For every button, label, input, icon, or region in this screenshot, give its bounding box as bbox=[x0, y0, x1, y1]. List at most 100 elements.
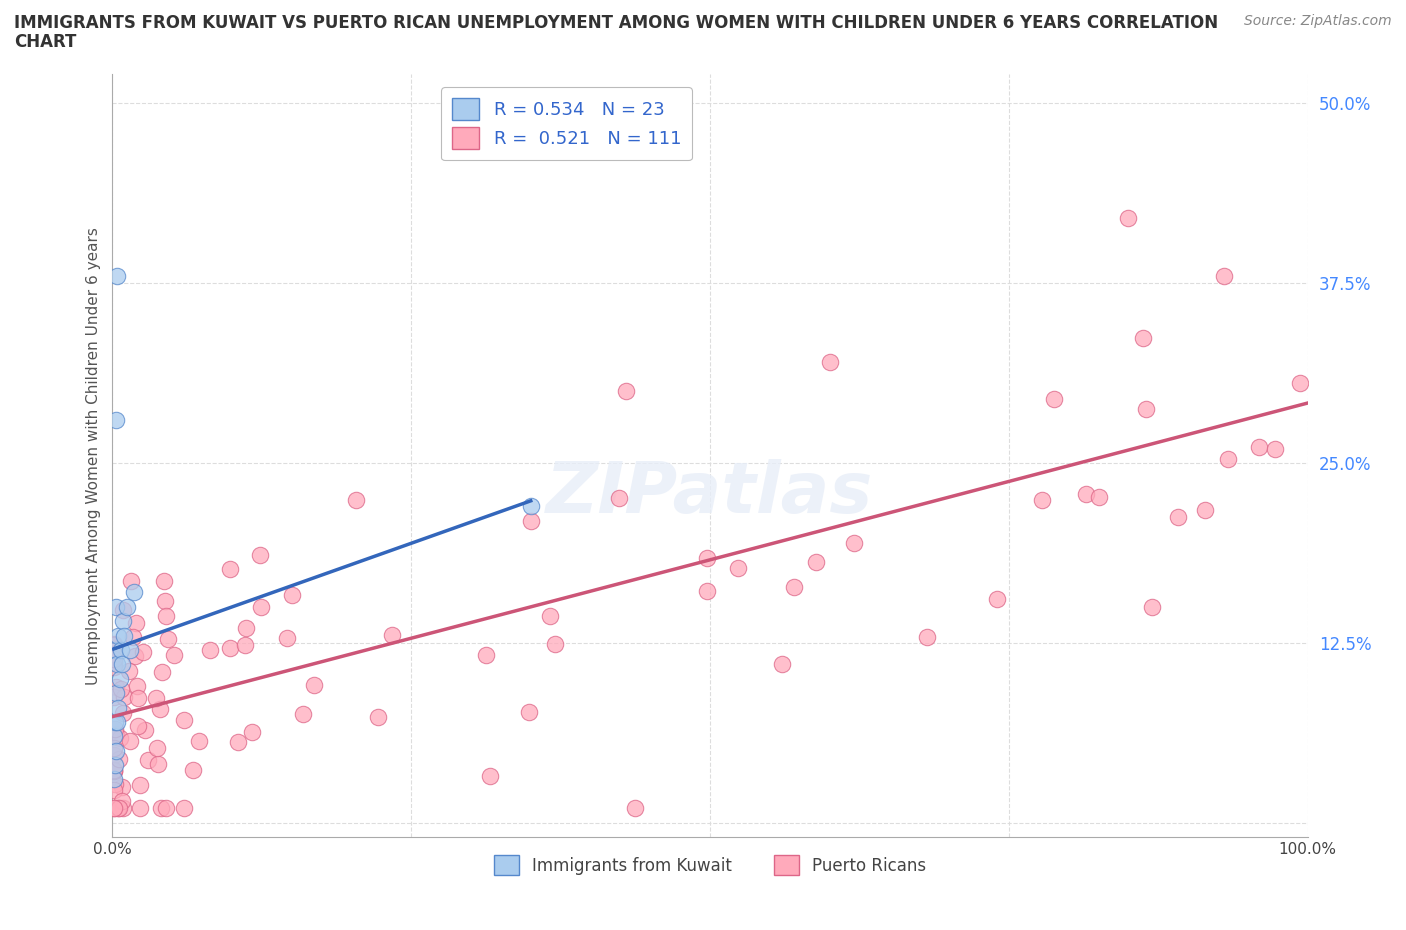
Point bbox=[110, 643, 132, 658]
Point bbox=[125, 616, 148, 631]
Point bbox=[1135, 401, 1157, 416]
Point bbox=[112, 602, 135, 617]
Point bbox=[1088, 490, 1111, 505]
Point bbox=[120, 734, 142, 749]
Point bbox=[111, 801, 134, 816]
Point bbox=[103, 637, 125, 652]
Legend: Immigrants from Kuwait, Puerto Ricans: Immigrants from Kuwait, Puerto Ricans bbox=[488, 848, 932, 882]
Point bbox=[381, 628, 404, 643]
Point bbox=[105, 685, 128, 700]
Point bbox=[111, 793, 134, 808]
Point bbox=[104, 758, 127, 773]
Point bbox=[136, 753, 159, 768]
Point bbox=[115, 599, 138, 614]
Point bbox=[124, 648, 146, 663]
Point bbox=[105, 412, 128, 427]
Point bbox=[475, 647, 498, 662]
Point bbox=[218, 641, 240, 656]
Point bbox=[228, 734, 250, 749]
Point bbox=[155, 609, 177, 624]
Point bbox=[1074, 487, 1097, 502]
Point bbox=[149, 702, 172, 717]
Point bbox=[104, 721, 127, 736]
Point bbox=[107, 628, 129, 643]
Point bbox=[1118, 211, 1140, 226]
Point bbox=[1142, 599, 1164, 614]
Point bbox=[173, 801, 195, 816]
Point bbox=[103, 748, 125, 763]
Point bbox=[114, 628, 135, 643]
Text: CHART: CHART bbox=[14, 33, 76, 50]
Point bbox=[153, 594, 176, 609]
Point bbox=[120, 573, 142, 588]
Point bbox=[103, 764, 125, 778]
Y-axis label: Unemployment Among Women with Children Under 6 years: Unemployment Among Women with Children U… bbox=[86, 227, 101, 684]
Point bbox=[153, 573, 176, 588]
Point bbox=[104, 643, 127, 658]
Point bbox=[103, 647, 125, 662]
Point bbox=[103, 689, 125, 704]
Point bbox=[112, 614, 135, 629]
Point bbox=[783, 579, 806, 594]
Point bbox=[1264, 441, 1286, 456]
Point bbox=[122, 585, 145, 600]
Point bbox=[121, 630, 143, 644]
Point bbox=[110, 682, 132, 697]
Point bbox=[104, 714, 127, 729]
Point bbox=[219, 562, 242, 577]
Point bbox=[198, 643, 221, 658]
Point bbox=[111, 657, 134, 671]
Point bbox=[128, 801, 150, 816]
Point bbox=[1194, 503, 1216, 518]
Point bbox=[163, 647, 186, 662]
Point bbox=[1043, 392, 1066, 406]
Point bbox=[146, 756, 169, 771]
Point bbox=[291, 707, 314, 722]
Point bbox=[616, 383, 638, 398]
Point bbox=[105, 714, 128, 729]
Point bbox=[103, 801, 125, 816]
Point bbox=[917, 630, 939, 644]
Point bbox=[129, 777, 152, 792]
Point bbox=[538, 608, 561, 623]
Point bbox=[127, 691, 149, 706]
Point bbox=[103, 637, 125, 652]
Point bbox=[103, 652, 125, 667]
Point bbox=[108, 731, 131, 746]
Point bbox=[240, 724, 263, 739]
Point bbox=[696, 584, 718, 599]
Point bbox=[281, 587, 304, 602]
Point bbox=[696, 551, 718, 565]
Point bbox=[770, 657, 793, 671]
Point bbox=[181, 763, 204, 777]
Point bbox=[146, 741, 169, 756]
Point bbox=[235, 620, 257, 635]
Point bbox=[103, 729, 125, 744]
Point bbox=[107, 801, 129, 816]
Point bbox=[104, 777, 127, 791]
Point bbox=[609, 490, 631, 505]
Point bbox=[105, 599, 128, 614]
Point bbox=[1288, 376, 1310, 391]
Point bbox=[105, 727, 128, 742]
Point bbox=[103, 801, 125, 816]
Point bbox=[1167, 510, 1189, 525]
Point bbox=[479, 769, 502, 784]
Point bbox=[111, 706, 134, 721]
Text: IMMIGRANTS FROM KUWAIT VS PUERTO RICAN UNEMPLOYMENT AMONG WOMEN WITH CHILDREN UN: IMMIGRANTS FROM KUWAIT VS PUERTO RICAN U… bbox=[14, 14, 1218, 32]
Point bbox=[233, 638, 256, 653]
Point bbox=[520, 498, 543, 513]
Point bbox=[103, 764, 125, 778]
Point bbox=[103, 782, 125, 797]
Point bbox=[173, 713, 195, 728]
Point bbox=[118, 663, 141, 678]
Point bbox=[149, 801, 172, 816]
Point bbox=[103, 655, 125, 670]
Point bbox=[1247, 440, 1270, 455]
Point bbox=[107, 700, 129, 715]
Point bbox=[134, 723, 156, 737]
Point bbox=[156, 631, 179, 646]
Point bbox=[1132, 331, 1154, 346]
Point bbox=[844, 536, 866, 551]
Text: Source: ZipAtlas.com: Source: ZipAtlas.com bbox=[1244, 14, 1392, 28]
